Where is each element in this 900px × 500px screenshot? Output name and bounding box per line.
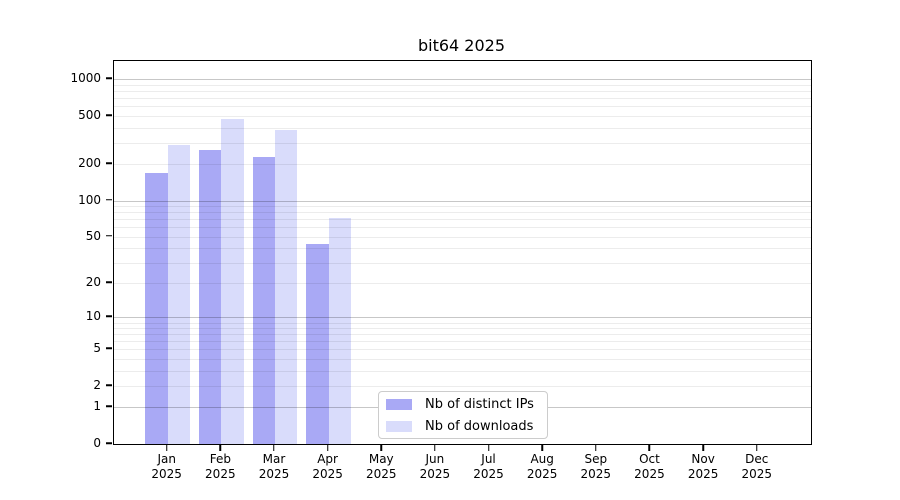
- y-tick-mark-200: [106, 162, 112, 164]
- gridline-8: [114, 328, 811, 330]
- y-tick-mark-1: [106, 405, 112, 408]
- x-tick-label-sep: Sep 2025: [580, 452, 612, 481]
- x-tick-label-jan: Jan 2025: [151, 452, 182, 481]
- x-tick-label-oct: Oct 2025: [634, 452, 665, 481]
- gridline-700: [114, 98, 811, 100]
- x-tick-label-nov: Nov 2025: [687, 452, 719, 481]
- gridline-80: [114, 212, 811, 214]
- bar-jan-downloads: [167, 144, 190, 444]
- x-tick-label-jul: Jul 2025: [473, 452, 504, 481]
- gridline-90: [114, 206, 811, 207]
- gridline-1000: [114, 79, 811, 81]
- y-tick-mark-10: [106, 315, 112, 318]
- gridline-2: [114, 386, 811, 388]
- gridline-7: [114, 334, 811, 336]
- chart-title: bit64 2025: [417, 36, 506, 55]
- y-tick-label-200: 200: [78, 156, 101, 171]
- gridline-100: [114, 200, 811, 202]
- y-tick-label-10: 10: [85, 309, 101, 324]
- y-tick-label-0: 0: [93, 436, 101, 450]
- gridline-30: [114, 262, 811, 264]
- gridline-600: [114, 106, 811, 108]
- bar-mar-distinct-ips: [252, 157, 275, 444]
- y-tick-mark-100: [106, 198, 112, 201]
- x-tick-mark-jul: [487, 445, 490, 451]
- y-tick-mark-500: [106, 114, 112, 116]
- x-tick-mark-sep: [595, 445, 597, 451]
- x-tick-label-mar: Mar 2025: [258, 452, 290, 481]
- gridline-300: [114, 142, 811, 144]
- x-tick-mark-feb: [219, 445, 222, 451]
- legend-label-distinct-ips: Nb of distinct IPs: [425, 396, 534, 412]
- bar-feb-distinct-ips: [199, 150, 222, 444]
- gridline-60: [114, 227, 811, 229]
- gridline-40: [114, 248, 811, 250]
- x-tick-mark-dec: [755, 445, 758, 451]
- bar-mar-downloads: [274, 130, 298, 444]
- gridline-10: [114, 317, 811, 319]
- gridline-3: [114, 370, 811, 372]
- legend: Nb of distinct IPs Nb of downloads: [378, 391, 548, 439]
- y-tick-label-20: 20: [85, 275, 101, 290]
- x-tick-mark-may: [380, 445, 382, 451]
- y-tick-label-50: 50: [85, 228, 101, 243]
- x-tick-label-apr: Apr 2025: [312, 452, 343, 481]
- y-tick-mark-20: [106, 281, 112, 284]
- gridline-800: [114, 91, 811, 93]
- x-tick-mark-aug: [541, 445, 543, 451]
- y-tick-mark-2: [106, 384, 112, 386]
- x-tick-label-may: May 2025: [365, 452, 397, 481]
- gridline-500: [114, 116, 811, 117]
- x-tick-mark-mar: [273, 445, 275, 451]
- y-tick-mark-1000: [106, 77, 112, 80]
- legend-item-downloads: Nb of downloads: [379, 417, 547, 435]
- y-tick-mark-0: [106, 442, 112, 444]
- x-tick-mark-jun: [434, 445, 436, 451]
- gridline-50: [114, 236, 811, 238]
- legend-label-downloads: Nb of downloads: [425, 418, 534, 434]
- bar-feb-downloads: [221, 118, 244, 444]
- gridline-5: [114, 349, 811, 351]
- bar-jan-distinct-ips: [145, 172, 168, 444]
- distinct-ips-swatch-icon: [386, 398, 412, 410]
- bar-apr-distinct-ips: [306, 244, 329, 444]
- x-tick-mark-oct: [648, 445, 651, 451]
- y-tick-label-1: 1: [93, 399, 101, 414]
- x-tick-label-jun: Jun 2025: [419, 452, 451, 481]
- x-tick-mark-nov: [702, 445, 704, 451]
- bars-layer: [114, 61, 811, 444]
- gridline-20: [114, 283, 811, 285]
- grid-layer: [114, 61, 811, 444]
- y-tick-label-5: 5: [93, 341, 101, 356]
- x-tick-label-dec: Dec 2025: [741, 452, 772, 481]
- y-tick-label-500: 500: [78, 108, 101, 122]
- bar-apr-downloads: [328, 218, 351, 444]
- y-tick-mark-50: [106, 234, 112, 237]
- x-tick-mark-apr: [326, 445, 329, 451]
- x-tick-label-feb: Feb 2025: [205, 452, 236, 481]
- gridline-9: [114, 322, 811, 324]
- plot-area: Nb of distinct IPs Nb of downloads: [113, 60, 812, 445]
- legend-item-distinct-ips: Nb of distinct IPs: [379, 395, 547, 413]
- gridline-900: [114, 85, 811, 87]
- y-tick-label-1000: 1000: [70, 71, 101, 86]
- downloads-swatch-icon: [386, 420, 412, 432]
- y-tick-label-100: 100: [78, 192, 101, 207]
- gridline-200: [114, 164, 811, 166]
- gridline-6: [114, 341, 811, 343]
- x-tick-label-aug: Aug 2025: [526, 452, 558, 481]
- gridline-400: [114, 127, 811, 129]
- y-tick-label-2: 2: [93, 378, 101, 393]
- x-tick-mark-jan: [165, 445, 168, 451]
- y-tick-mark-5: [106, 347, 112, 350]
- gridline-4: [114, 359, 811, 361]
- gridline-70: [114, 219, 811, 221]
